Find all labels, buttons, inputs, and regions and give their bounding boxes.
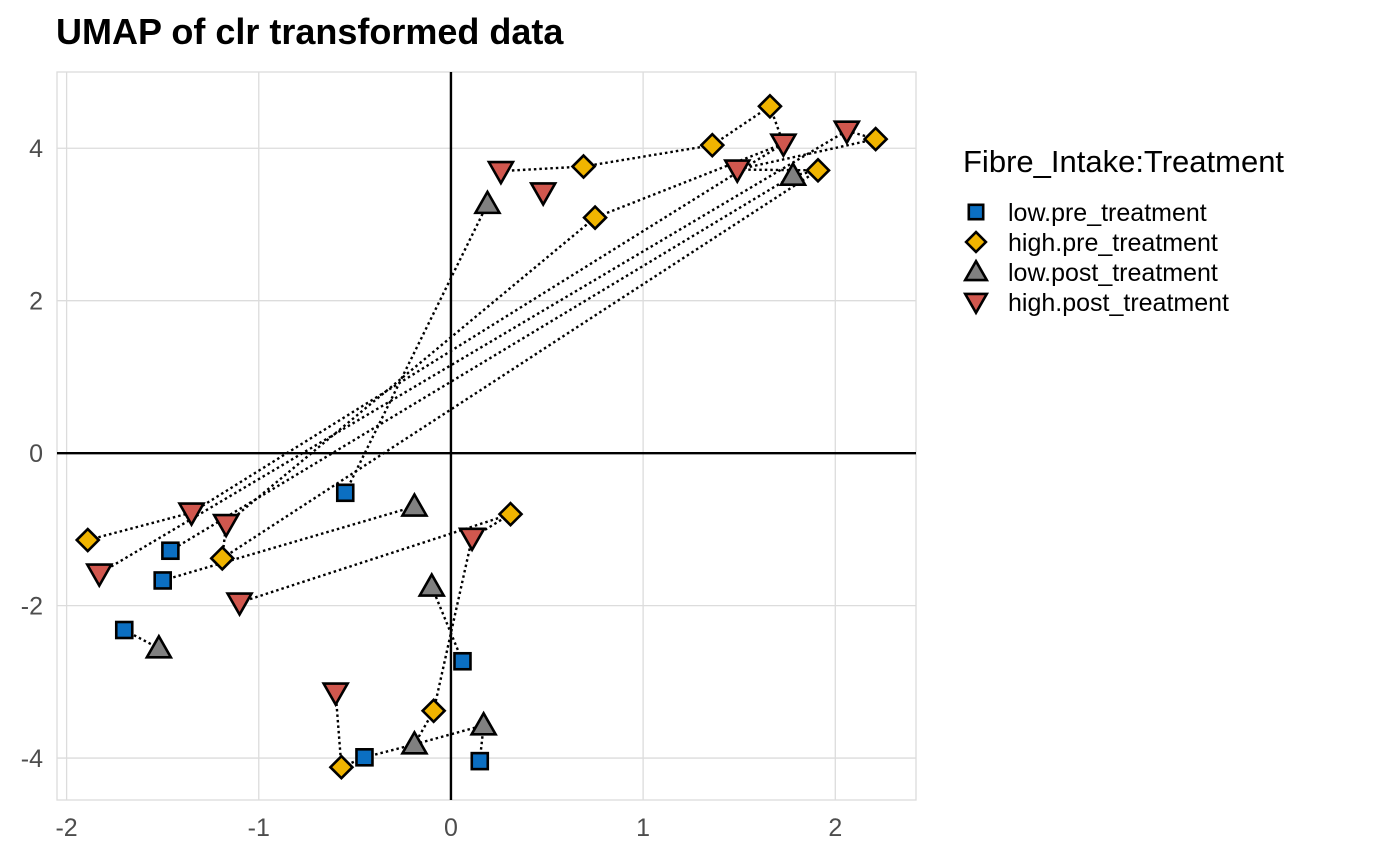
data-point-triangle-down (225, 592, 254, 618)
legend-label: high.pre_treatment (1008, 229, 1218, 257)
legend: Fibre_Intake:Treatment low.pre_treatment… (962, 144, 1284, 317)
data-point-diamond (209, 545, 236, 572)
data-point-diamond (420, 697, 447, 724)
data-point-square (153, 571, 172, 590)
data-point-triangle-down (723, 159, 752, 185)
data-point-triangle-up (417, 571, 446, 597)
data-point-square (114, 620, 134, 640)
y-tick-label: -4 (21, 745, 43, 773)
data-point-triangle-down (769, 133, 798, 159)
legend-title: Fibre_Intake:Treatment (963, 144, 1284, 179)
legend-marker-triangle-down (962, 292, 990, 316)
connection-line (594, 142, 784, 219)
legend-items: low.pre_treatmenthigh.pre_treatmentlow.p… (962, 199, 1229, 317)
data-point-triangle-up (144, 633, 174, 659)
connection-line (711, 105, 771, 147)
data-point-triangle-down (832, 120, 862, 146)
connection-line (169, 174, 794, 552)
legend-label: low.post_treatment (1008, 259, 1218, 287)
data-point-triangle-down (85, 563, 114, 589)
data-point-diamond (582, 204, 608, 231)
x-tick-label: 0 (444, 814, 458, 842)
y-tick-label: 0 (29, 440, 43, 468)
data-point-triangle-up (400, 491, 429, 517)
legend-marker-diamond (964, 230, 988, 254)
legend-marker-triangle-up (962, 258, 990, 282)
connection-line (239, 512, 511, 604)
connection-line (500, 165, 584, 173)
connection-line (737, 137, 876, 171)
legend-label: high.post_treatment (1008, 289, 1229, 317)
data-point-square (453, 651, 472, 671)
data-points (74, 93, 889, 781)
legend-marker-square (967, 203, 985, 221)
x-tick-label: 1 (636, 814, 650, 842)
reference-lines (57, 72, 916, 800)
connection-line (340, 756, 365, 769)
y-tick-label: -2 (21, 593, 43, 621)
data-point-triangle-up (400, 729, 429, 755)
connection-line (190, 142, 785, 514)
data-point-triangle-down (528, 182, 558, 208)
data-point-triangle-down (177, 502, 206, 528)
data-point-triangle-down (486, 160, 516, 186)
y-tick-label: 4 (29, 135, 43, 163)
x-tick-label: -1 (248, 814, 270, 842)
chart-title: UMAP of clr transformed data (56, 11, 564, 52)
y-axis-ticks: -4 -2 0 2 4 (21, 135, 43, 773)
data-point-triangle-up (473, 189, 502, 215)
data-point-square (470, 751, 490, 771)
connection-line (344, 203, 489, 494)
connection-line (225, 216, 596, 525)
data-point-square (161, 541, 180, 561)
data-point-triangle-up (469, 710, 498, 736)
connection-line (430, 586, 464, 662)
connection-line (87, 511, 192, 542)
panel-border (56, 71, 917, 801)
y-tick-label: 2 (29, 288, 43, 316)
data-point-triangle-down (321, 682, 350, 708)
x-axis-ticks: -2 -1 0 1 2 (55, 814, 842, 842)
data-point-diamond (699, 132, 726, 159)
connection-line (792, 169, 819, 177)
data-point-square (335, 483, 355, 503)
connection-line (162, 505, 415, 582)
data-point-diamond (862, 126, 889, 152)
data-point-triangle-down (211, 513, 241, 539)
connection-line (432, 537, 474, 712)
connection-line (414, 724, 484, 746)
x-tick-label: 2 (828, 814, 842, 842)
connection-line (221, 169, 819, 560)
data-point-diamond (328, 754, 355, 781)
connection-line (98, 129, 848, 575)
data-point-triangle-up (778, 161, 808, 186)
x-tick-label: -2 (55, 814, 77, 842)
data-point-diamond (497, 501, 524, 527)
data-point-diamond (74, 527, 101, 553)
data-point-square (355, 748, 374, 767)
data-point-diamond (757, 93, 783, 120)
data-point-diamond (805, 157, 831, 184)
legend-label: low.pre_treatment (1008, 199, 1207, 227)
data-point-triangle-down (457, 527, 487, 553)
data-point-diamond (570, 153, 597, 180)
connection-line (737, 168, 819, 172)
